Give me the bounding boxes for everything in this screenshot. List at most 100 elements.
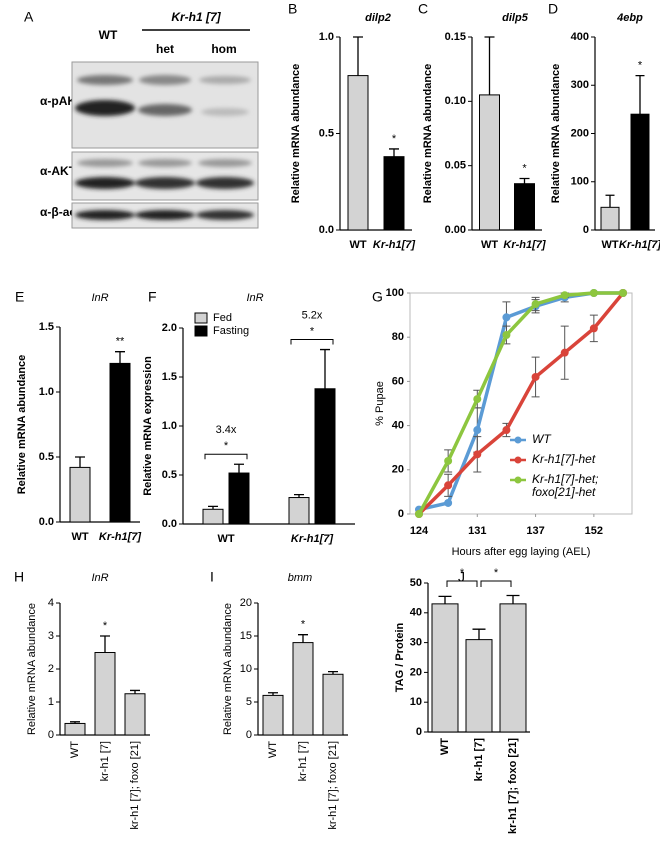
legend-label: WT [532, 433, 551, 446]
y-axis-label: Relative mRNA abundance [16, 355, 28, 495]
y-axis-label: Relative mRNA abundance [290, 64, 302, 204]
legend-entry: Kr-h1[7]-het [532, 453, 596, 466]
y-tick-label: 100 [571, 176, 589, 188]
point [444, 498, 453, 507]
point [502, 313, 511, 322]
y-tick-label: 1.5 [162, 371, 177, 383]
chart-title: 4ebp [616, 12, 643, 24]
panel-letter: I [210, 569, 214, 585]
significance: * [392, 133, 397, 145]
y-axis-label: Relative mRNA abundance [550, 64, 562, 204]
point [589, 324, 598, 333]
chart-title: InR [246, 292, 263, 304]
chart-title: dilp5 [502, 12, 529, 24]
error-bar [605, 194, 615, 208]
y-tick-label: 3 [48, 630, 54, 642]
y-tick-label: 20 [240, 597, 252, 609]
y-tick-label: 0 [583, 224, 589, 236]
point [589, 289, 598, 297]
line [417, 291, 625, 516]
y-tick-label: 4 [48, 597, 54, 609]
y-tick-label: 100 [386, 287, 404, 299]
y-axis-label: Relative mRNA abundance [222, 603, 234, 735]
point [473, 426, 482, 435]
bar [479, 94, 500, 231]
group-annotation: * [224, 440, 229, 452]
x-axis-label: Hours after egg laying (AEL) [452, 546, 591, 558]
significance: * [638, 60, 643, 72]
y-tick-label: 1 [48, 696, 54, 708]
error-bar [234, 463, 244, 474]
point [473, 450, 482, 459]
y-tick-label: 1.5 [39, 321, 54, 333]
y-tick-label: 15 [240, 630, 252, 642]
legend-entry: WT [532, 433, 551, 446]
y-tick-label: 0.00 [445, 224, 466, 236]
legend-swatch [194, 312, 208, 324]
y-tick-label: 0.0 [39, 516, 54, 528]
y-tick-label: 0.5 [39, 451, 54, 463]
bar [202, 508, 224, 525]
y-tick-label: 0.10 [445, 95, 466, 107]
point [473, 395, 482, 404]
y-tick-label: 2.0 [162, 322, 177, 334]
x-tick-label: WT [349, 239, 366, 251]
x-tick-label: Kr-h1[7] [503, 239, 546, 251]
error-bar [472, 628, 486, 640]
legend-marker [514, 436, 522, 444]
significance: * [103, 620, 108, 632]
panel-letter: H [14, 569, 24, 585]
x-tick-label: Kr-h1[7] [291, 533, 334, 545]
y-tick-label: 0.5 [319, 127, 334, 139]
error-bar [100, 635, 110, 653]
comparison-bracket [446, 580, 478, 587]
y-tick-label: 0.0 [319, 224, 334, 236]
y-tick-label: 0.05 [445, 160, 466, 172]
error-bar [438, 595, 452, 604]
x-tick-label: kr-h1 [7] [99, 741, 111, 781]
point [560, 291, 569, 300]
legend-entry: Kr-h1[7]-het; foxo[21]-het [532, 473, 598, 499]
x-tick-label: WT [601, 239, 618, 251]
significance: ** [116, 336, 125, 348]
comparison-label: * [460, 567, 465, 579]
y-axis-label: % Pupae [374, 381, 386, 426]
bar [383, 156, 405, 231]
x-tick-label: Kr-h1[7] [373, 239, 416, 251]
x-tick-label: Kr-h1[7] [99, 531, 142, 543]
blot-row: α-AKT [40, 164, 77, 178]
y-tick-label: 40 [392, 420, 404, 432]
bar [499, 603, 527, 733]
y-tick-label: 0.15 [445, 31, 466, 43]
group-annotation: 3.4x [216, 424, 237, 436]
x-tick-label: 152 [585, 525, 603, 537]
bar [630, 113, 650, 231]
error-bar [115, 351, 125, 364]
panel-letter: E [15, 289, 24, 305]
error-bar [208, 505, 218, 510]
x-tick-label: 124 [410, 525, 429, 537]
bar [64, 722, 86, 736]
x-tick-label: 137 [526, 525, 544, 537]
chart-title: dilp2 [365, 12, 391, 24]
panel-letter: J [458, 569, 465, 585]
y-tick-label: 10 [410, 696, 422, 708]
error-bar [130, 689, 140, 694]
y-tick-label: 0 [246, 729, 252, 741]
legend-label: Kr-h1[7]-het [532, 453, 596, 466]
bar [292, 642, 314, 736]
x-tick-label: kr-h1 [7]; foxo [21] [327, 741, 339, 830]
y-tick-label: 400 [571, 31, 589, 43]
bar [514, 183, 535, 231]
comparison-bracket [204, 453, 248, 460]
bar [262, 694, 284, 736]
chart-title: InR [91, 292, 108, 304]
group-annotation: * [310, 325, 315, 337]
comparison-bracket [480, 580, 512, 587]
y-tick-label: 1.0 [162, 420, 177, 432]
error-bar [328, 670, 338, 675]
blot-column: het [156, 42, 174, 56]
panel-letter: G [372, 289, 383, 305]
bar [228, 472, 250, 525]
